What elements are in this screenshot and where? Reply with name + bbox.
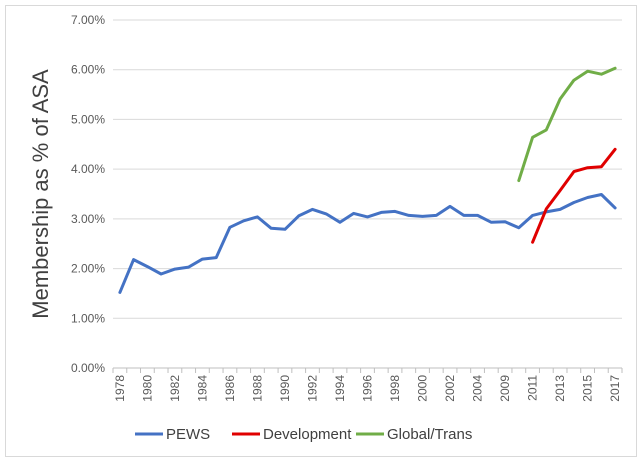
- x-tick-label: 2000: [416, 375, 430, 402]
- y-tick-label: 3.00%: [71, 212, 105, 226]
- y-axis-label: Membership as % of ASA: [28, 69, 53, 319]
- x-tick-label: 1982: [168, 375, 182, 402]
- x-tick-label: 2013: [553, 375, 567, 402]
- y-tick-label: 2.00%: [71, 262, 105, 276]
- legend-label: Development: [263, 426, 352, 443]
- series-line-global-trans: [517, 66, 617, 183]
- chart-frame: [5, 5, 637, 457]
- x-tick-label: 1980: [140, 375, 154, 402]
- x-tick-label: 2015: [581, 375, 595, 402]
- y-tick-label: 1.00%: [71, 311, 105, 325]
- x-tick-label: 1990: [278, 375, 292, 402]
- x-tick-label: 2009: [498, 375, 512, 402]
- legend-label: Global/Trans: [387, 426, 472, 443]
- x-tick-label: 1986: [223, 375, 237, 402]
- y-tick-label: 7.00%: [71, 13, 105, 27]
- x-tick-label: 1996: [361, 375, 375, 402]
- x-tick-label: 1998: [388, 375, 402, 402]
- x-tick-label: 1988: [250, 375, 264, 402]
- legend-label: PEWS: [166, 426, 210, 443]
- x-tick-label: 2002: [443, 375, 457, 402]
- x-tick-label: 2004: [471, 375, 485, 402]
- y-tick-label: 4.00%: [71, 162, 105, 176]
- x-tick-label: 2017: [608, 375, 622, 402]
- y-tick-label: 0.00%: [71, 361, 105, 375]
- x-tick-label: 2011: [526, 375, 540, 401]
- legend: PEWS Development Global/Trans: [135, 426, 472, 443]
- y-tick-label: 5.00%: [71, 112, 105, 126]
- x-tick-label: 1994: [333, 375, 347, 402]
- x-tick-label: 1978: [113, 375, 127, 402]
- x-tick-label: 1984: [195, 375, 209, 402]
- series-line-development: [531, 147, 617, 244]
- series-line-pews: [118, 193, 617, 294]
- x-tick-label: 1992: [305, 375, 319, 402]
- gridlines: [113, 19, 622, 319]
- y-axis-ticks: 0.00% 1.00% 2.00% 3.00% 4.00% 5.00% 6.00% 7.00%: [71, 13, 105, 375]
- series-lines: [118, 66, 617, 294]
- x-axis: 1978 1980 1982 1984 1986 1988 1990 1992 1994 1996…: [112, 367, 623, 402]
- y-tick-label: 6.00%: [71, 63, 105, 77]
